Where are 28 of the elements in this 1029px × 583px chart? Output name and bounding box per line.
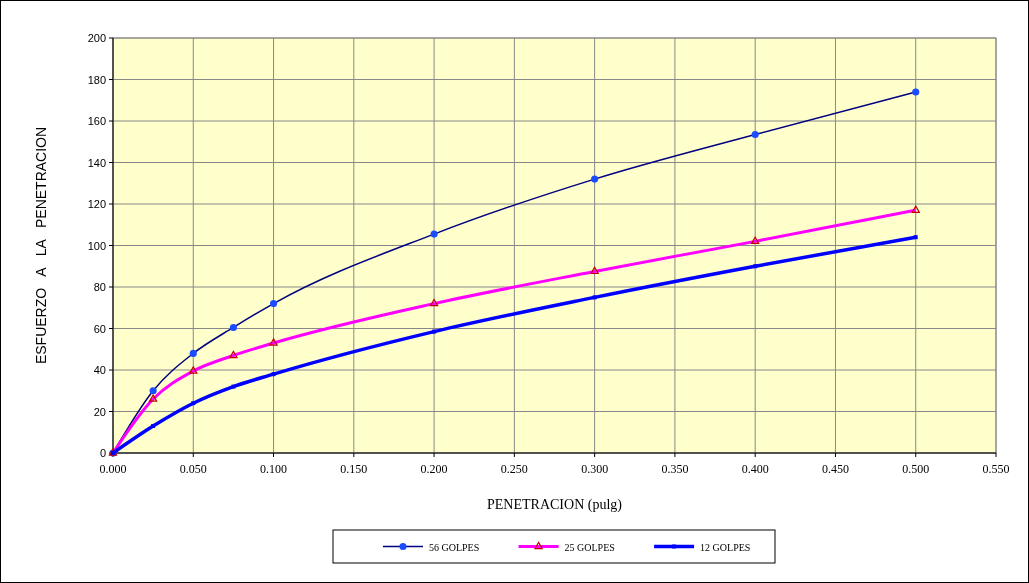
x-tick-label: 0.450	[821, 462, 849, 476]
y-tick-label: 200	[87, 32, 106, 44]
y-tick-label: 180	[87, 73, 106, 86]
y-tick-label: 20	[93, 405, 106, 418]
y-tick-label: 140	[87, 156, 106, 169]
y-tick-label: 40	[93, 364, 106, 376]
x-tick-label: 0.550	[982, 462, 1010, 476]
y-tick-label: 80	[93, 281, 106, 293]
y-tick-label: 100	[87, 239, 106, 252]
x-tick-label: 0.350	[661, 462, 689, 476]
y-axis-title: ESFUERZO A LA PENETRACION	[33, 126, 49, 365]
x-axis-title: PENETRACION (pulg)	[487, 497, 623, 513]
x-tick-label: 0.250	[500, 462, 528, 476]
x-tick-label: 0.400	[741, 462, 769, 476]
x-tick-label: 0.100	[260, 462, 288, 476]
legend-label: 25 GOLPES	[564, 541, 615, 553]
y-tick-label: 60	[93, 322, 106, 335]
x-tick-label: 0.150	[340, 462, 368, 476]
y-tick-label: 160	[87, 115, 106, 127]
x-tick-label: 0.000	[99, 462, 127, 476]
x-tick-label: 0.050	[179, 462, 207, 476]
x-tick-label: 0.200	[420, 462, 448, 476]
x-tick-label: 0.300	[581, 462, 609, 476]
legend-label: 56 GOLPES	[429, 541, 480, 553]
legend-label: 12 GOLPES	[700, 541, 751, 553]
y-tick-label: 0	[99, 447, 106, 459]
y-tick-label: 120	[87, 198, 106, 210]
x-tick-label: 0.500	[902, 462, 930, 476]
